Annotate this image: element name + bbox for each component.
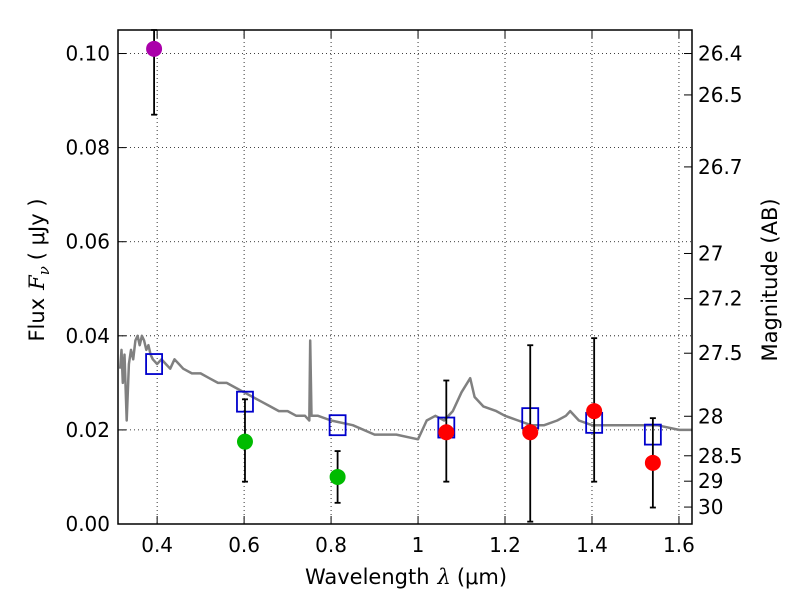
magnitude-tick-label: 26.4	[698, 42, 743, 66]
observed-red-point	[586, 403, 603, 420]
x-tick-label: 1.2	[489, 533, 521, 557]
x-tick-label: 0.8	[315, 533, 347, 557]
x-tick-label: 1	[412, 533, 425, 557]
model-sed-polyline	[118, 334, 692, 441]
y-tick-label: 0.08	[65, 136, 110, 160]
magnitude-tick-label: 26.5	[698, 83, 743, 107]
y-tick-label: 0.02	[65, 418, 110, 442]
magnitude-tick-label: 27.5	[698, 341, 743, 365]
y-axis-unit: ( μJy )	[25, 198, 49, 260]
observed-red-point	[522, 424, 539, 441]
x-tick-label: 1.6	[663, 533, 695, 557]
model-photometry-square	[328, 414, 347, 437]
magnitude-tick-label: 27	[698, 241, 723, 265]
x-tick-label: 0.4	[141, 533, 173, 557]
magnitude-tick-label: 29	[698, 469, 723, 493]
grid-lines	[118, 30, 692, 525]
x-tick-label: 1.4	[576, 533, 608, 557]
y-axis-symbol: F	[25, 274, 49, 291]
x-axis-symbol: λ	[437, 565, 451, 589]
y-tick-label: 0.10	[65, 42, 110, 66]
y-axis-subscript: ν	[35, 266, 53, 275]
observed-red-point	[644, 454, 661, 471]
magnitude-tick-label: 30	[698, 495, 723, 519]
plot-frame	[117, 29, 693, 525]
y-axis-label: Flux Fν ( μJy )	[25, 198, 53, 341]
photometry-markers	[145, 29, 662, 523]
y-tick-label: 0.06	[65, 230, 110, 254]
y-tick-label: 0.00	[65, 512, 110, 536]
axis-ticks: 0.4 0.6 0.8 1 1.2 1.4 1.6 0.00 0.02 0.04 0.06 0.08 0…	[65, 30, 743, 557]
x-tick-label: 0.6	[228, 533, 260, 557]
magnitude-tick-label: 28	[698, 404, 723, 428]
magnitude-tick-label: 28.5	[698, 444, 743, 468]
y2-axis-label: Magnitude (AB)	[758, 198, 782, 361]
model-photometry-square	[145, 353, 163, 375]
x-axis-title: Wavelength	[305, 565, 430, 589]
magnitude-tick-label: 26.7	[698, 155, 743, 179]
observed-green-point	[236, 433, 253, 450]
magnitude-tick-label: 27.2	[698, 287, 743, 311]
x-axis-label: Wavelength λ (μm)	[305, 565, 507, 589]
y-tick-label: 0.04	[65, 324, 110, 348]
y-axis-title: Flux	[25, 298, 49, 342]
observed-purple-point	[146, 40, 163, 57]
sed-model-line	[118, 334, 692, 441]
observed-green-point	[329, 468, 346, 485]
x-axis-unit: (μm)	[457, 565, 507, 589]
observed-red-point	[438, 424, 455, 441]
